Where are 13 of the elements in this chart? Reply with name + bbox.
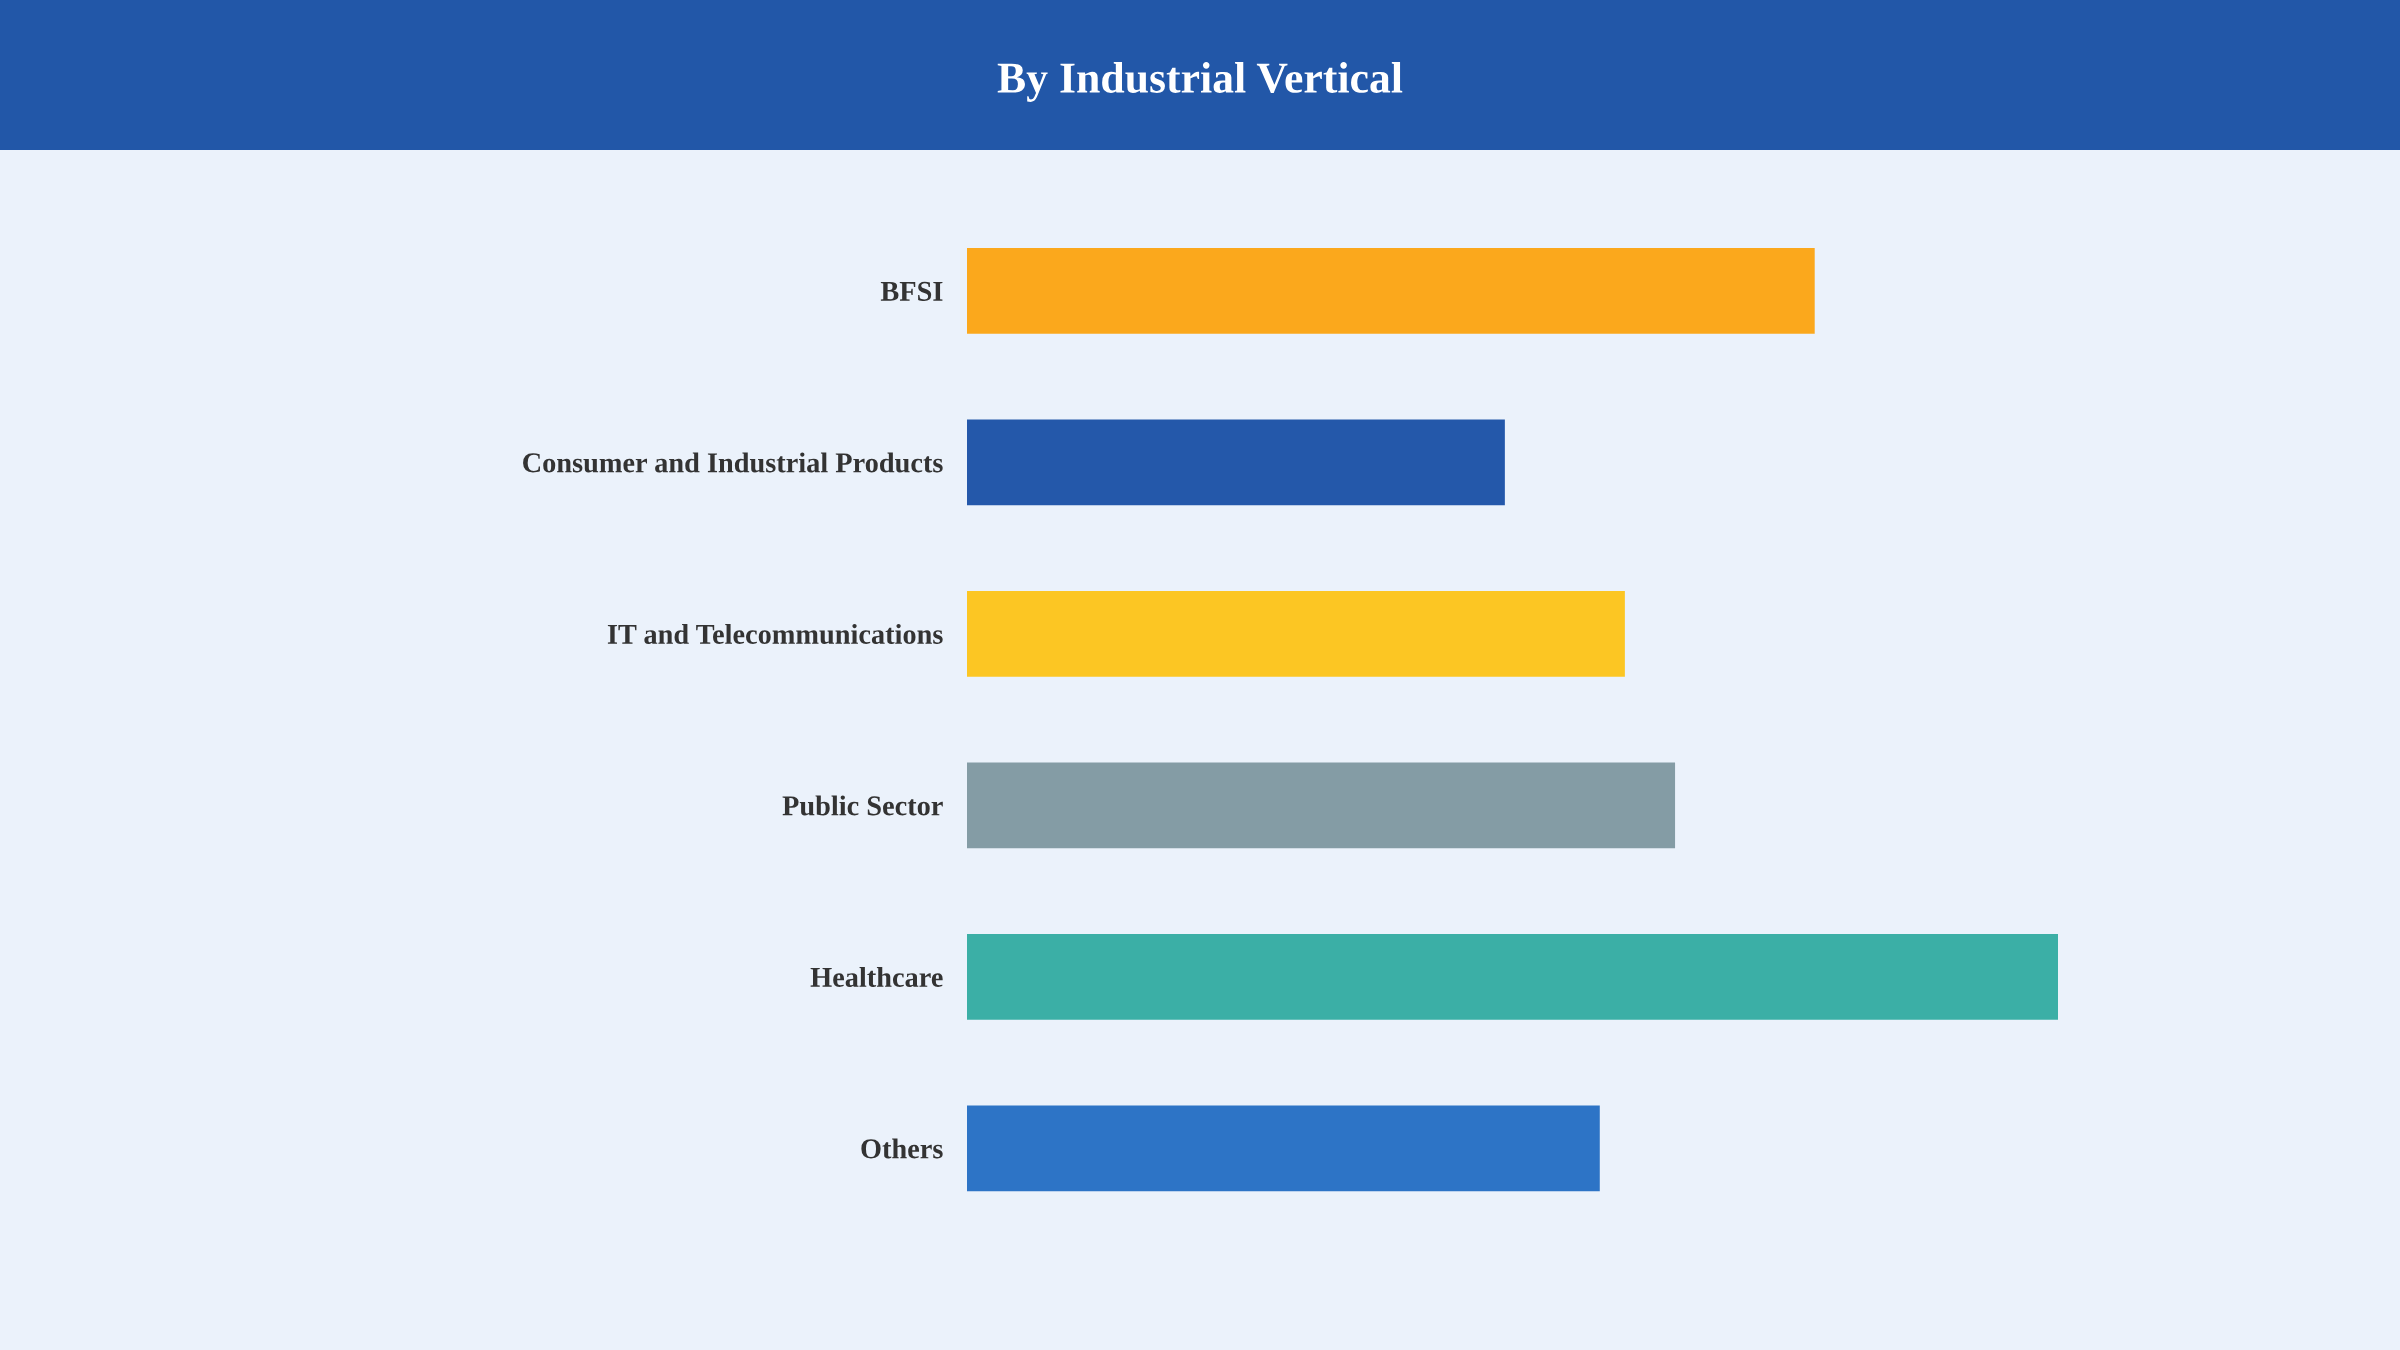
y-tick-label: Others: [861, 1138, 943, 1159]
bar: [967, 590, 1625, 677]
y-tick-label: BFSI: [880, 281, 943, 301]
y-tick-label: Public Sector: [782, 795, 943, 816]
bar: [967, 933, 2058, 1020]
y-tick-label: Healthcare: [810, 966, 943, 987]
y-tick-label: IT and Telecommunications: [607, 623, 943, 644]
bar: [967, 762, 1676, 849]
bar: [967, 247, 1815, 334]
bar: [967, 1105, 1600, 1192]
y-tick-label: Consumer and Industrial Products: [523, 452, 943, 473]
chart-title: By Industrial Vertical: [997, 62, 1403, 102]
bar: [967, 419, 1505, 506]
